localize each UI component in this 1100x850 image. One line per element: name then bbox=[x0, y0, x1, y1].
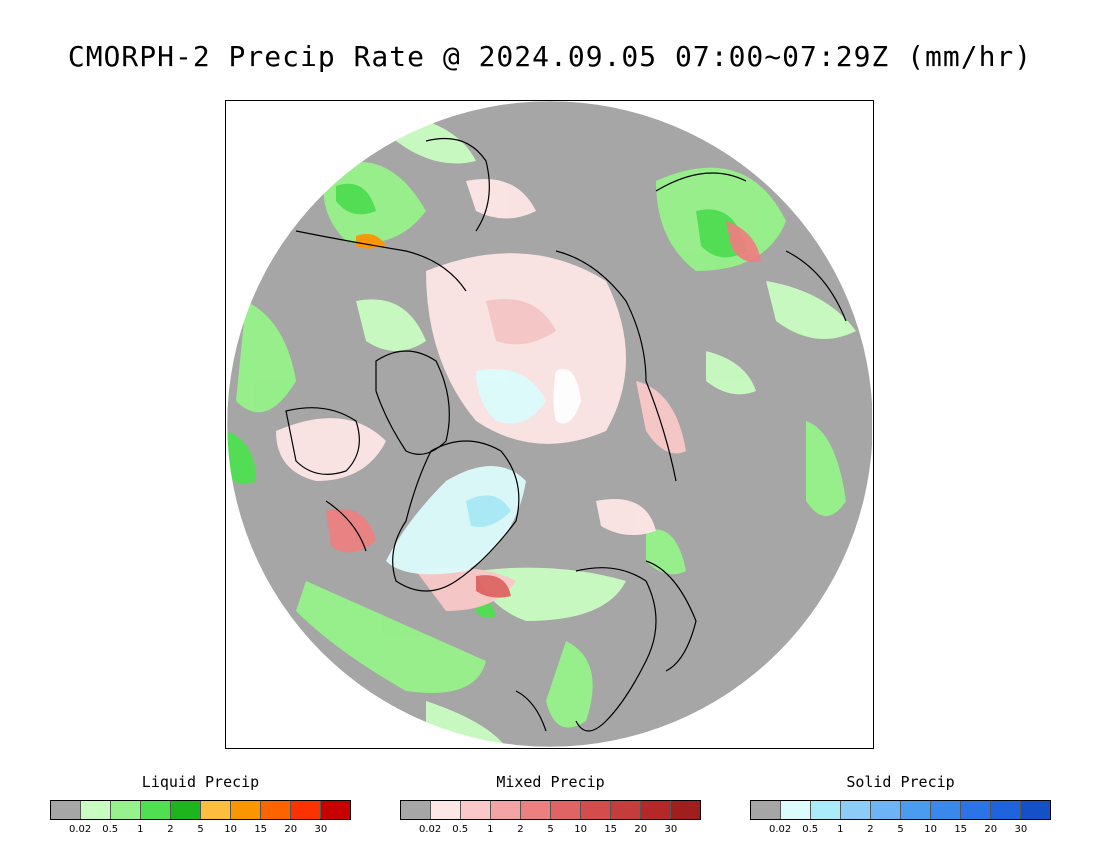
legend-title: Solid Precip bbox=[846, 773, 955, 791]
legend-swatches bbox=[400, 800, 701, 820]
legend-swatches bbox=[50, 800, 351, 820]
legend-swatch bbox=[291, 801, 321, 819]
legend-tick: 1 bbox=[837, 824, 844, 835]
legend-ticks: 0.02 0.5 1 2 5 10 15 20 30 bbox=[400, 824, 701, 838]
legend-swatch bbox=[611, 801, 641, 819]
legend-swatch bbox=[931, 801, 961, 819]
legend-swatch bbox=[641, 801, 671, 819]
legend-swatch bbox=[431, 801, 461, 819]
legend-swatch bbox=[521, 801, 551, 819]
legend-swatch bbox=[111, 801, 141, 819]
legend-tick: 5 bbox=[547, 824, 554, 835]
legend-tick: 0.5 bbox=[102, 824, 119, 835]
legend-tick: 30 bbox=[1014, 824, 1028, 835]
legend-ticks: 0.02 0.5 1 2 5 10 15 20 30 bbox=[750, 824, 1051, 838]
legend-tick: 5 bbox=[897, 824, 904, 835]
legend-swatch bbox=[81, 801, 111, 819]
legend-tick: 1 bbox=[487, 824, 494, 835]
coastlines bbox=[285, 137, 847, 732]
legend-swatch bbox=[231, 801, 261, 819]
legend-tick: 2 bbox=[867, 824, 874, 835]
legend-mixed-precip: Mixed Precip 0.02 0.5 1 2 5 10 15 20 30 bbox=[400, 770, 701, 840]
legend-swatch bbox=[751, 801, 781, 819]
legend-tick: 15 bbox=[954, 824, 968, 835]
legend-tick: 0.5 bbox=[452, 824, 469, 835]
map-title: CMORPH-2 Precip Rate @ 2024.09.05 07:00~… bbox=[67, 40, 1033, 73]
polar-map-svg bbox=[226, 101, 872, 747]
legend-tick: 10 bbox=[924, 824, 937, 835]
legend-swatch bbox=[51, 801, 81, 819]
legend-tick: 5 bbox=[197, 824, 204, 835]
legend-swatch bbox=[171, 801, 201, 819]
legend-solid-precip: Solid Precip 0.02 0.5 1 2 5 10 15 20 30 bbox=[750, 770, 1051, 840]
legend-swatch bbox=[581, 801, 611, 819]
legend-tick: 2 bbox=[517, 824, 524, 835]
precip-map bbox=[225, 100, 874, 749]
legend-tick: 1 bbox=[137, 824, 144, 835]
legend-tick: 0.02 bbox=[418, 824, 442, 835]
legend-tick: 20 bbox=[634, 824, 648, 835]
legend-swatch bbox=[461, 801, 491, 819]
legend-tick: 2 bbox=[167, 824, 174, 835]
legend-swatch bbox=[871, 801, 901, 819]
legend-tick: 30 bbox=[314, 824, 328, 835]
legend-title: Liquid Precip bbox=[141, 773, 260, 791]
legend-swatch bbox=[491, 801, 521, 819]
legend-swatches bbox=[750, 800, 1051, 820]
legend-tick: 15 bbox=[604, 824, 618, 835]
legend-tick: 20 bbox=[284, 824, 298, 835]
legend-swatch bbox=[991, 801, 1021, 819]
liquid-precip-areas bbox=[227, 111, 856, 747]
legend-swatch bbox=[961, 801, 991, 819]
legend-title: Mixed Precip bbox=[496, 773, 605, 791]
legend-tick: 15 bbox=[254, 824, 268, 835]
legend-tick: 20 bbox=[984, 824, 998, 835]
legend-swatch bbox=[321, 801, 350, 819]
legend-swatch bbox=[141, 801, 171, 819]
legend-swatch bbox=[551, 801, 581, 819]
legend-swatch bbox=[261, 801, 291, 819]
legend-tick: 30 bbox=[664, 824, 678, 835]
legend-tick: 0.5 bbox=[802, 824, 819, 835]
legend-tick: 0.02 bbox=[768, 824, 792, 835]
legend-swatch bbox=[1021, 801, 1050, 819]
legend-swatch bbox=[841, 801, 871, 819]
legend-swatch bbox=[781, 801, 811, 819]
legend-tick: 10 bbox=[574, 824, 587, 835]
legend-liquid-precip: Liquid Precip 0.02 0.5 1 2 5 10 15 20 30 bbox=[50, 770, 351, 840]
legend-swatch bbox=[401, 801, 431, 819]
map-edge bbox=[226, 101, 872, 747]
legend-swatch bbox=[811, 801, 841, 819]
legend-swatch bbox=[201, 801, 231, 819]
legend-tick: 0.02 bbox=[68, 824, 92, 835]
legend-swatch bbox=[901, 801, 931, 819]
legend-ticks: 0.02 0.5 1 2 5 10 15 20 30 bbox=[50, 824, 351, 838]
legend-tick: 10 bbox=[224, 824, 237, 835]
legend-swatch bbox=[671, 801, 700, 819]
solid-precip-areas bbox=[386, 369, 581, 575]
